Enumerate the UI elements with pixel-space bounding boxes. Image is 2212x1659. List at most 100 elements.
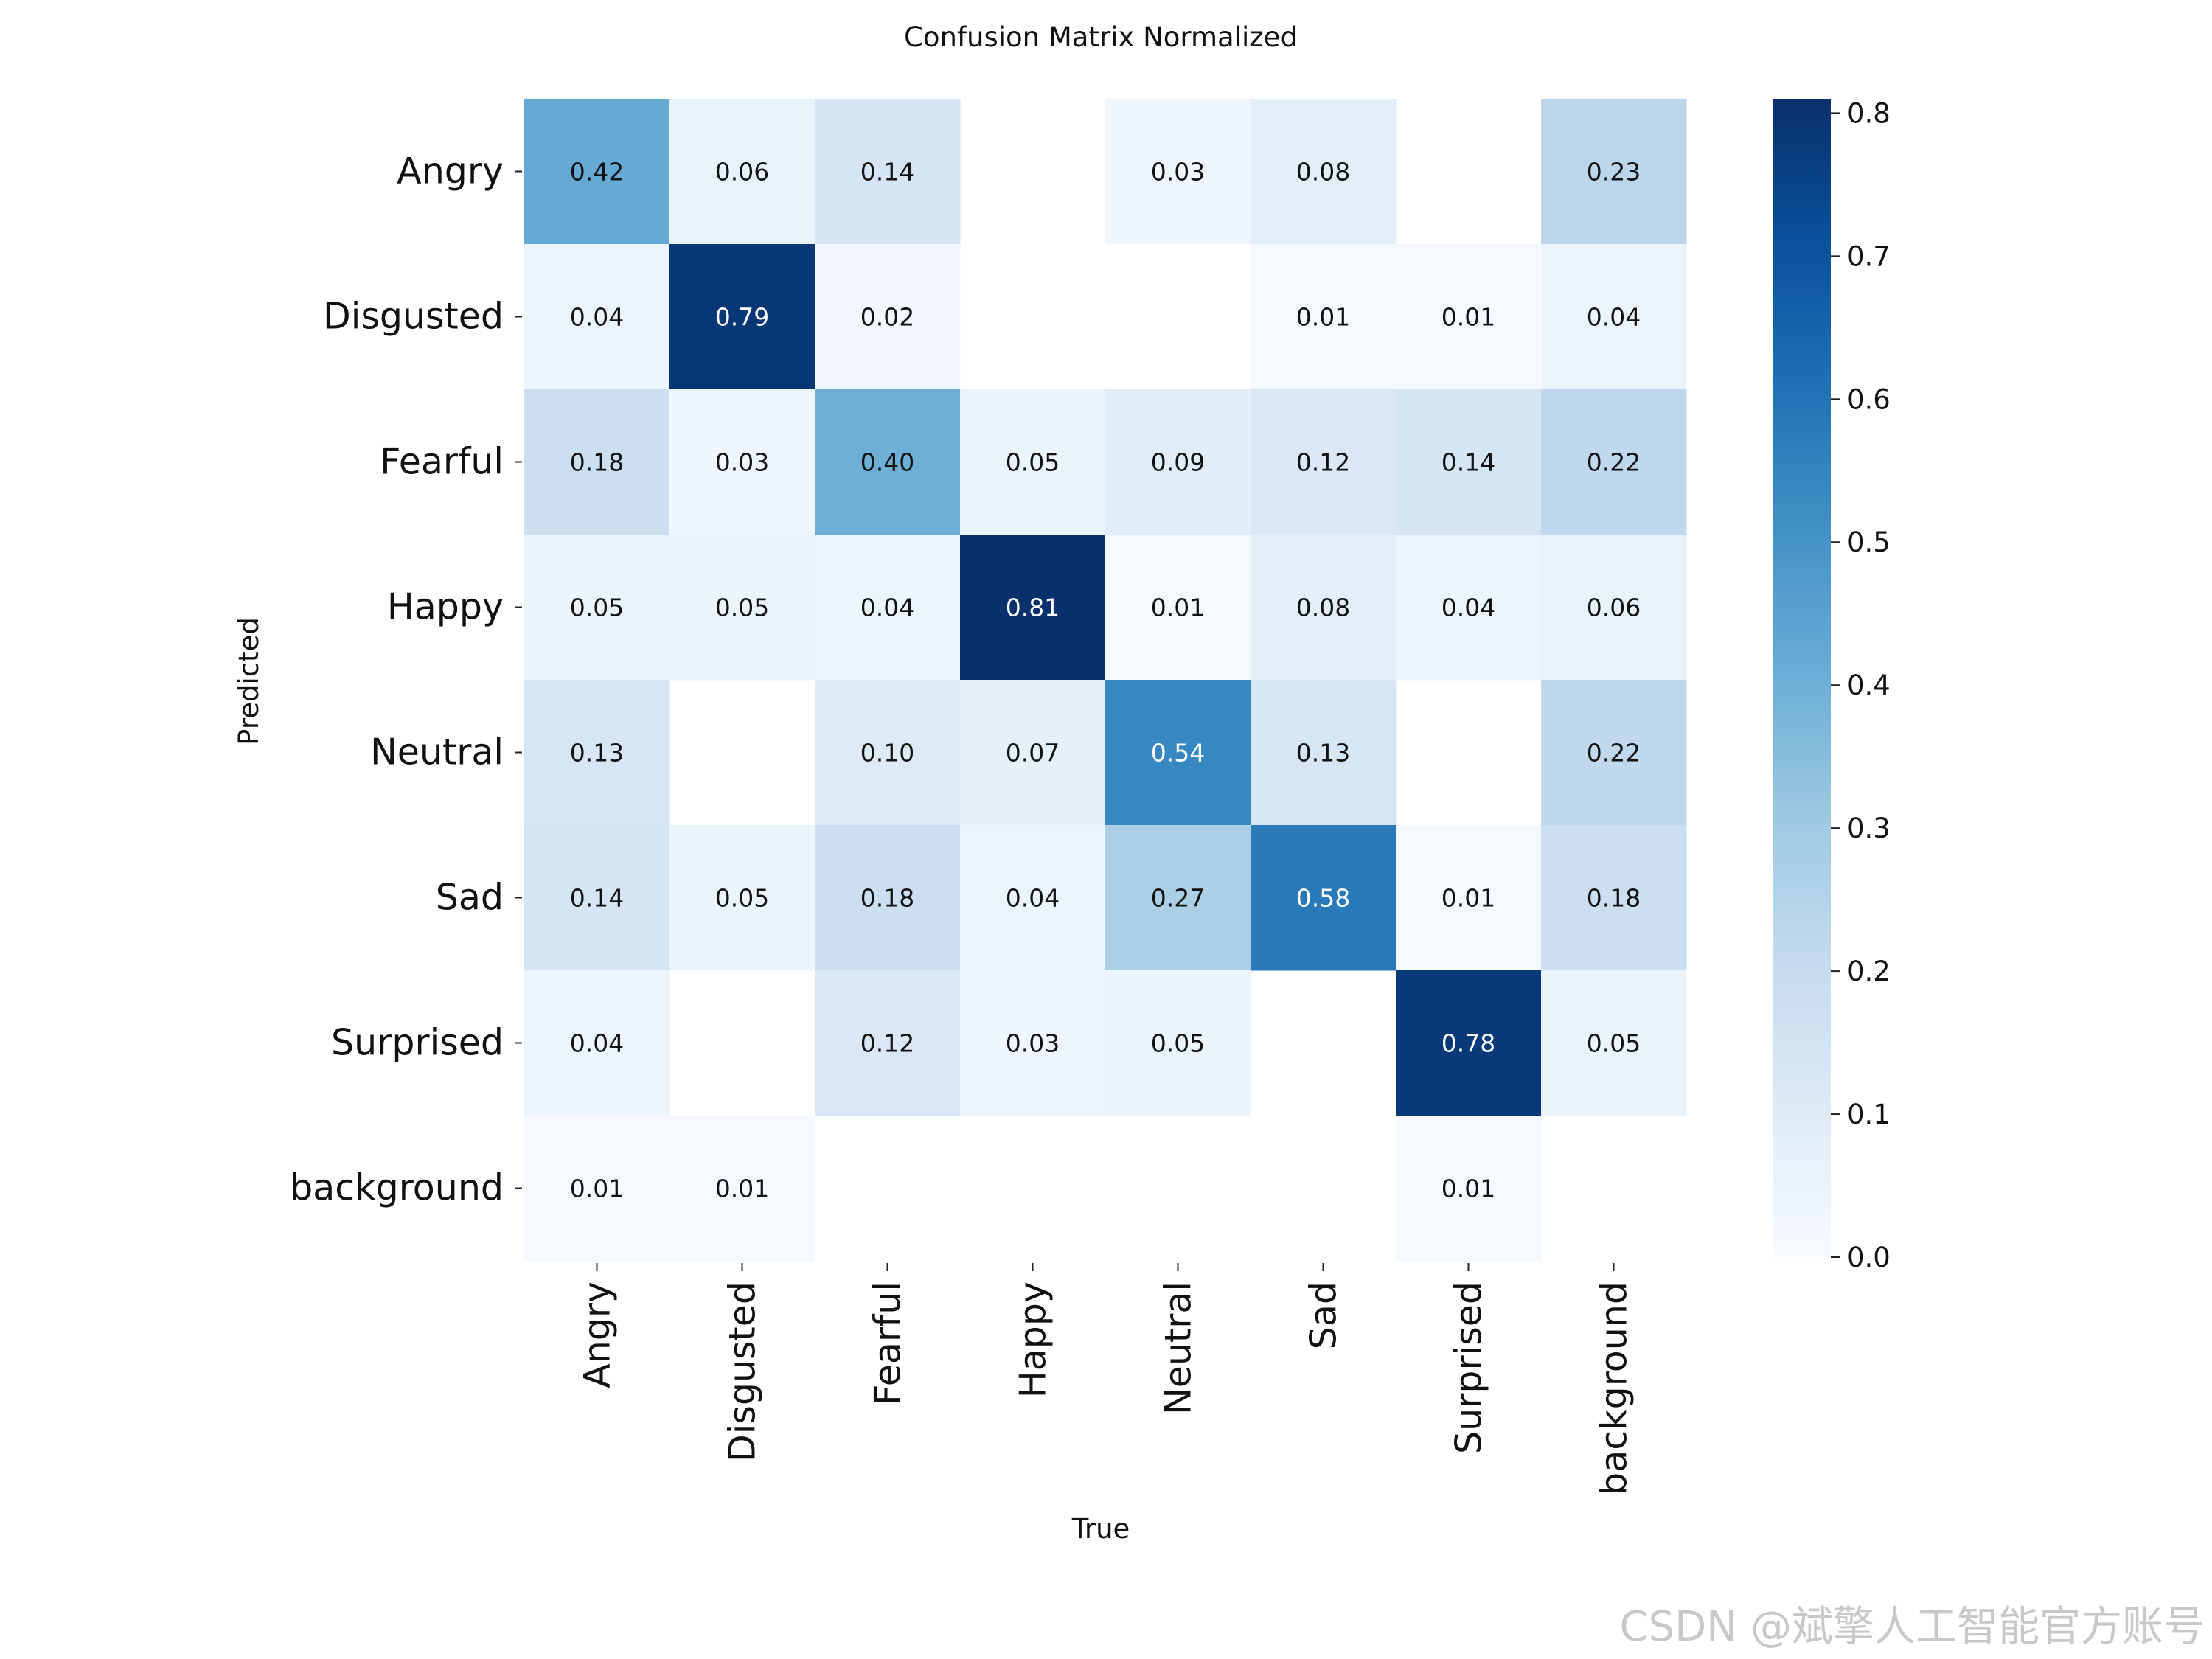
cell-value-label: 0.01 xyxy=(570,1175,624,1203)
cell-value-label: 0.04 xyxy=(1441,594,1495,622)
cell-value-label: 0.05 xyxy=(1151,1029,1205,1058)
x-axis-ticks: Angry Disgusted Fearful Happy Neutral Sad Surp… xyxy=(577,1263,1635,1495)
cell-value-label: 0.04 xyxy=(1587,303,1641,332)
heatmap-cell xyxy=(524,970,670,1116)
heatmap-cell xyxy=(669,535,815,681)
cell-value-label: 0.04 xyxy=(570,303,624,332)
cell-value-label: 0.01 xyxy=(1441,303,1495,332)
y-axis-ticks: Angry Disgusted Fearful Happy Neutral Sad Surp… xyxy=(290,150,522,1209)
y-tick-label: background xyxy=(290,1167,504,1209)
colorbar-tick-label: 0.1 xyxy=(1847,1099,1891,1130)
cell-value-label: 0.03 xyxy=(1151,158,1205,187)
x-tick-label: Fearful xyxy=(867,1281,909,1405)
heatmap-cell xyxy=(960,680,1106,826)
cell-value-label: 0.13 xyxy=(570,739,624,768)
heatmap-cell xyxy=(815,825,961,971)
y-tick-label: Sad xyxy=(436,877,504,919)
cell-value-label: 0.12 xyxy=(1296,448,1350,477)
cell-value-label: 0.03 xyxy=(1006,1029,1060,1058)
cell-value-label: 0.07 xyxy=(1006,739,1060,768)
colorbar xyxy=(1773,99,1831,1257)
heatmap-cell xyxy=(960,389,1106,535)
y-tick-label: Disgusted xyxy=(323,296,504,338)
cell-value-label: 0.18 xyxy=(1587,884,1641,913)
heatmap-cell xyxy=(524,1116,670,1262)
cell-value-label: 0.06 xyxy=(715,158,769,187)
colorbar-tick-label: 0.0 xyxy=(1847,1242,1891,1273)
cell-value-label: 0.22 xyxy=(1587,739,1641,768)
heatmap-cell xyxy=(1105,680,1251,826)
cell-value-label: 0.08 xyxy=(1296,158,1350,187)
cell-value-label: 0.14 xyxy=(570,884,624,913)
cell-value-label: 0.54 xyxy=(1151,739,1205,768)
y-tick-label: Neutral xyxy=(370,731,504,773)
x-tick-label: Sad xyxy=(1303,1281,1345,1349)
heatmap-cell xyxy=(1251,99,1397,245)
y-tick-label: Happy xyxy=(387,586,504,628)
heatmap-cell xyxy=(1396,1116,1542,1262)
heatmap-cell-labels: 0.42 0.06 0.14 0.03 0.08 0.23 0.04 0.79 0.02 0.01… xyxy=(570,158,1641,1203)
colorbar-tick-label: 0.7 xyxy=(1847,240,1891,272)
heatmap-cell xyxy=(1251,825,1397,971)
heatmap-cell xyxy=(815,970,961,1116)
cell-value-label: 0.05 xyxy=(570,594,624,622)
cell-value-label: 0.42 xyxy=(570,158,624,187)
heatmap-cell xyxy=(1251,244,1397,390)
heatmap-cell xyxy=(524,99,670,245)
heatmap-cell xyxy=(1541,680,1687,826)
heatmap-cell xyxy=(1105,535,1251,681)
colorbar-ticks: 0.0 0.1 0.2 0.3 0.4 0.5 0.6 0.7 0.8 xyxy=(1831,97,1891,1273)
cell-value-label: 0.18 xyxy=(570,448,624,477)
cell-value-label: 0.58 xyxy=(1296,884,1350,913)
cell-value-label: 0.01 xyxy=(1441,1175,1495,1203)
cell-value-label: 0.78 xyxy=(1441,1029,1495,1058)
x-tick-label: Happy xyxy=(1012,1281,1054,1398)
cell-value-label: 0.02 xyxy=(860,303,914,332)
x-tick-label: Neutral xyxy=(1158,1281,1200,1415)
heatmap-cell xyxy=(960,535,1106,681)
cell-value-label: 0.13 xyxy=(1296,739,1350,768)
y-axis-label: Predicted xyxy=(233,617,265,745)
heatmap-cell xyxy=(524,244,670,390)
x-axis-label: True xyxy=(1071,1513,1130,1545)
cell-value-label: 0.01 xyxy=(1441,884,1495,913)
cell-value-label: 0.04 xyxy=(570,1029,624,1058)
heatmap-cell xyxy=(815,99,961,245)
cell-value-label: 0.14 xyxy=(1441,448,1495,477)
y-tick-label: Fearful xyxy=(380,441,504,483)
heatmap-cell xyxy=(1396,389,1542,535)
heatmap-cell xyxy=(669,389,815,535)
heatmap-cell xyxy=(1251,389,1397,535)
cell-value-label: 0.10 xyxy=(860,739,914,768)
colorbar-tick-label: 0.8 xyxy=(1847,97,1891,129)
x-tick-label: Angry xyxy=(577,1281,619,1388)
colorbar-tick-label: 0.6 xyxy=(1847,383,1891,415)
heatmap-cell xyxy=(815,389,961,535)
heatmap-cell xyxy=(1396,825,1542,971)
heatmap-cell xyxy=(815,244,961,390)
cell-value-label: 0.01 xyxy=(715,1175,769,1203)
colorbar-tick-label: 0.4 xyxy=(1847,669,1891,701)
heatmap-cell xyxy=(1105,825,1251,971)
cell-value-label: 0.08 xyxy=(1296,594,1350,622)
heatmap-cell xyxy=(1541,825,1687,971)
heatmap-cell xyxy=(1251,535,1397,681)
heatmap-cell xyxy=(960,825,1106,971)
heatmap-cell xyxy=(1251,680,1397,826)
cell-value-label: 0.04 xyxy=(860,594,914,622)
cell-value-label: 0.79 xyxy=(715,303,769,332)
colorbar-tick-label: 0.3 xyxy=(1847,813,1891,844)
cell-value-label: 0.23 xyxy=(1587,158,1641,187)
chart-title: Confusion Matrix Normalized xyxy=(904,21,1298,53)
heatmap-cell xyxy=(1541,970,1687,1116)
heatmap-cell xyxy=(1105,99,1251,245)
cell-value-label: 0.09 xyxy=(1151,448,1205,477)
heatmap-cell xyxy=(524,535,670,681)
heatmap-cell xyxy=(1541,244,1687,390)
y-tick-label: Surprised xyxy=(331,1022,504,1064)
cell-value-label: 0.27 xyxy=(1151,884,1205,913)
heatmap-cell xyxy=(815,680,961,826)
heatmap-cell xyxy=(669,99,815,245)
cell-value-label: 0.01 xyxy=(1151,594,1205,622)
